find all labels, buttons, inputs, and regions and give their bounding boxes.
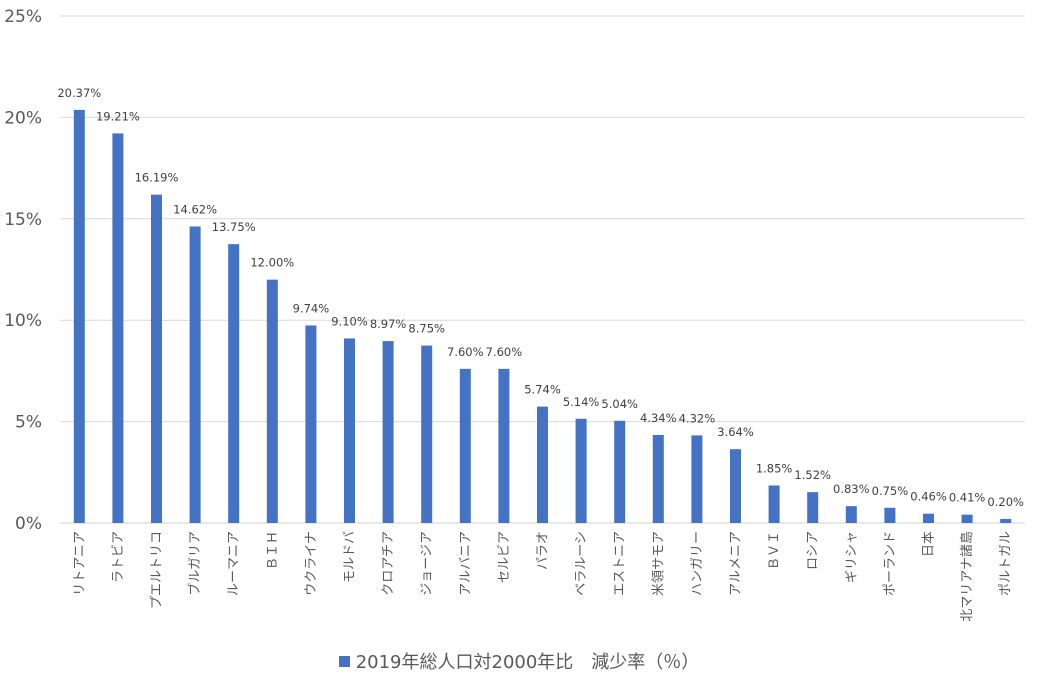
bar <box>266 279 278 523</box>
data-label: 9.10% <box>331 314 368 328</box>
y-tick-label: 25% <box>4 7 42 27</box>
x-tick-label: ロシア <box>806 531 821 570</box>
bar <box>807 492 819 523</box>
data-label: 0.83% <box>833 482 870 496</box>
data-label: 12.00% <box>250 256 294 270</box>
bar <box>730 449 741 523</box>
y-tick-label: 0% <box>15 514 42 534</box>
data-label: 9.74% <box>293 301 330 315</box>
bar <box>189 226 201 523</box>
data-label: 7.60% <box>486 345 523 359</box>
x-tick-label: 北マリアナ諸島 <box>959 531 975 622</box>
legend-swatch <box>338 655 350 667</box>
data-label: 0.46% <box>910 490 947 504</box>
x-tick-label: ウクライナ <box>304 531 319 596</box>
bar <box>537 406 548 523</box>
bar <box>382 341 394 523</box>
data-label: 14.62% <box>173 203 217 217</box>
x-tick-label: ハンガリー <box>690 531 705 596</box>
x-tick-label: パラオ <box>536 531 551 570</box>
data-label: 0.20% <box>987 495 1024 509</box>
x-tick-label: ルーマニア <box>227 531 242 596</box>
x-tick-label: ＢＶＩ <box>767 531 782 570</box>
y-tick-label: 15% <box>4 210 42 230</box>
legend: 2019年総人口対2000年比 減少率（％） <box>0 648 1038 674</box>
data-label: 5.04% <box>601 397 638 411</box>
bar <box>73 109 85 524</box>
x-tick-label: ブルガリア <box>187 531 203 596</box>
bar <box>112 133 124 523</box>
data-label: 13.75% <box>212 220 256 234</box>
data-label: 5.74% <box>524 383 561 397</box>
x-tick-label: ポーランド <box>883 531 898 596</box>
x-tick-label: ベラルーシ <box>574 531 589 596</box>
x-tick-label: セルビア <box>497 531 512 583</box>
x-tick-label: 日本 <box>922 531 937 557</box>
bar <box>151 194 162 523</box>
bar <box>305 325 317 523</box>
y-tick-label: 10% <box>4 311 42 331</box>
bar <box>961 514 973 523</box>
x-tick-label: モルドバ <box>343 531 358 583</box>
x-tick-label: ポルトガル <box>999 531 1014 596</box>
data-label: 0.75% <box>872 484 909 498</box>
data-label: 5.14% <box>563 395 600 409</box>
bar <box>228 244 240 523</box>
bar <box>421 345 433 523</box>
x-tick-label: リトアニア <box>72 531 87 596</box>
data-label: 3.64% <box>717 425 754 439</box>
x-tick-label: 米領サモア <box>650 531 666 596</box>
data-label: 16.19% <box>135 171 179 185</box>
bar <box>768 485 780 523</box>
bar <box>652 434 664 523</box>
bar <box>575 418 587 523</box>
bar <box>498 368 510 523</box>
y-tick-label: 20% <box>4 108 42 128</box>
bar <box>614 420 626 523</box>
x-tick-label: プエルトリコ <box>150 531 165 609</box>
bar <box>344 338 355 523</box>
y-tick-label: 5% <box>15 413 42 433</box>
data-label: 4.32% <box>679 411 716 425</box>
data-label: 4.34% <box>640 411 677 425</box>
x-tick-label: アルメニア <box>729 531 744 596</box>
data-label: 7.60% <box>447 345 484 359</box>
data-label: 1.52% <box>794 468 831 482</box>
x-tick-label: ラトビア <box>111 531 126 583</box>
bar <box>923 513 934 523</box>
bar <box>459 368 471 523</box>
bar <box>884 507 896 523</box>
x-tick-label: ギリシャ <box>844 531 859 583</box>
x-tick-label: クロアチア <box>381 531 396 596</box>
data-label: 8.97% <box>370 317 407 331</box>
data-label: 20.37% <box>57 86 101 100</box>
x-tick-label: ジョージア <box>420 531 435 596</box>
x-tick-label: エストニア <box>613 531 628 596</box>
data-label: 1.85% <box>756 461 793 475</box>
data-label: 19.21% <box>96 109 140 123</box>
data-label: 0.41% <box>949 491 986 505</box>
legend-label: 2019年総人口対2000年比 減少率（％） <box>355 652 700 673</box>
bar <box>1000 518 1012 523</box>
bar <box>691 435 703 523</box>
bar <box>845 506 857 523</box>
x-tick-label: ＢＩＨ <box>265 531 280 570</box>
x-tick-label: アルバニア <box>458 531 473 596</box>
data-label: 8.75% <box>408 322 445 336</box>
